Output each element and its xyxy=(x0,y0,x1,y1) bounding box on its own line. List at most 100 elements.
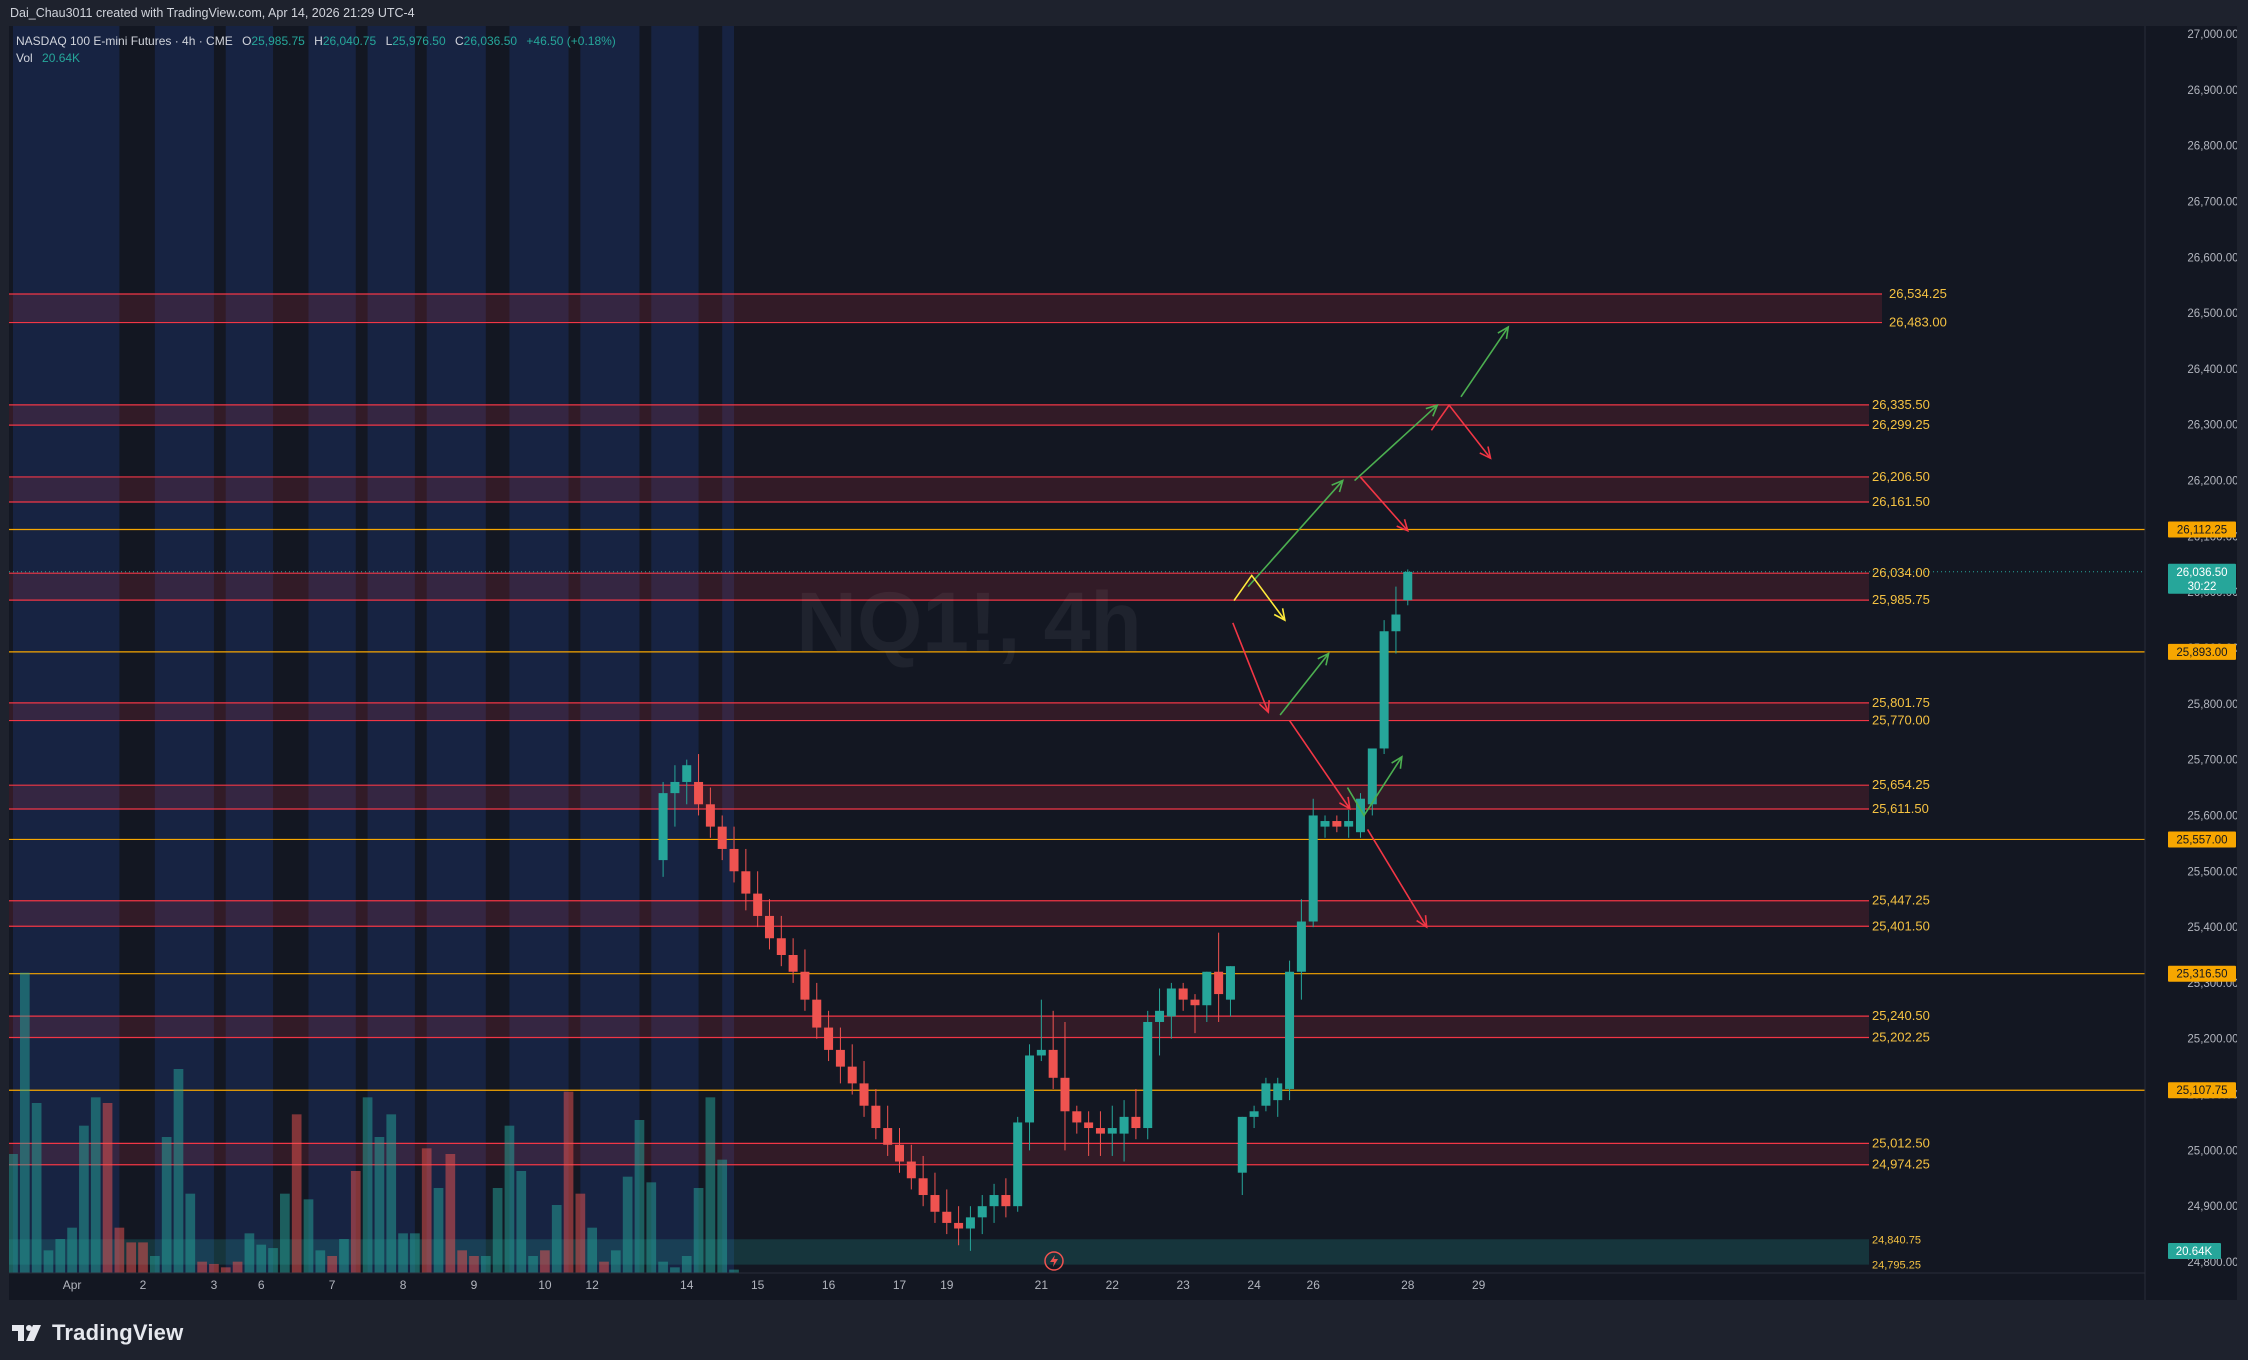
projection-arrow-head xyxy=(1258,700,1270,714)
volume-bar xyxy=(173,1069,184,1273)
candle-body xyxy=(1060,1077,1070,1112)
resistance-zone xyxy=(9,1016,1869,1038)
time-axis-tick: 26 xyxy=(1307,1278,1321,1292)
zone-bottom-label: 24,974.25 xyxy=(1872,1157,1930,1172)
volume-bar xyxy=(374,1137,385,1273)
price-axis-tick: 26,800.00 xyxy=(2187,141,2237,153)
price-axis-tick: 26,500.00 xyxy=(2187,308,2237,320)
key-level-tag-label: 25,557.00 xyxy=(2176,834,2227,846)
volume-bars xyxy=(9,972,739,1273)
volume-bar xyxy=(232,1261,243,1273)
tradingview-logo-icon xyxy=(12,1325,41,1341)
resistance-zone xyxy=(9,900,1869,927)
replay-icon[interactable] xyxy=(1044,1251,1064,1271)
volume-bar xyxy=(410,1233,420,1273)
resistance-zone xyxy=(9,404,1869,426)
legend-close-label: C xyxy=(455,34,464,48)
key-level-tag-label: 25,107.75 xyxy=(2176,1085,2227,1097)
projection-arrow-head xyxy=(1416,915,1428,929)
levels-layer xyxy=(9,528,2145,1091)
volume-bar xyxy=(291,1114,302,1273)
price-axis-tick: 25,700.00 xyxy=(2187,755,2237,767)
candle-body xyxy=(1355,798,1365,833)
volume-bar xyxy=(161,1137,172,1273)
candle-body xyxy=(729,848,739,872)
time-axis-tick: 28 xyxy=(1401,1278,1415,1292)
volume-bar xyxy=(658,1261,668,1273)
candle-body xyxy=(871,1105,881,1129)
legend-change: +46.50 (+0.18%) xyxy=(526,34,615,48)
watermark: NQ1!, 4h xyxy=(796,575,1141,669)
candle-body xyxy=(1403,571,1413,601)
key-level-tag xyxy=(2168,965,2236,982)
candle-body xyxy=(930,1195,940,1212)
volume-bar xyxy=(149,1256,160,1273)
candle-body xyxy=(918,1178,928,1196)
volume-bar xyxy=(480,1256,491,1273)
projection-arrow-line xyxy=(1247,480,1344,588)
session-stripe xyxy=(426,26,486,1273)
candle-body xyxy=(1119,1116,1129,1134)
session-stripe xyxy=(722,26,735,1273)
candle-body xyxy=(1001,1195,1011,1207)
price-axis-tick: 25,200.00 xyxy=(2187,1034,2237,1046)
svg-text:Vol 20.64K: Vol 20.64K xyxy=(16,51,80,65)
time-axis[interactable]: Apr 2 3 6 7 8 9 10 12 14 15 16 17 19 21 22 23 24 26 28 29 xyxy=(63,1278,1486,1292)
candle-body xyxy=(1367,748,1377,805)
key-level-tag-label: 25,893.00 xyxy=(2176,647,2227,659)
projection-arrow-head xyxy=(1425,403,1439,417)
last-price-tag xyxy=(2168,563,2236,594)
time-axis-tick: 29 xyxy=(1472,1278,1486,1292)
volume-bar xyxy=(551,1205,562,1273)
projection-arrow-line xyxy=(1366,828,1428,928)
volume-bar xyxy=(67,1227,77,1273)
legend-open-label: O xyxy=(242,34,251,48)
volume-bar xyxy=(575,1193,586,1273)
candle-body xyxy=(1249,1111,1259,1117)
volume-bar xyxy=(256,1244,267,1273)
time-axis-tick: 14 xyxy=(680,1278,694,1292)
attribution-text: Dai_Chau3011 created with TradingView.co… xyxy=(10,6,415,20)
volume-bar xyxy=(504,1125,515,1273)
volume-bar xyxy=(670,1267,680,1273)
candle-body xyxy=(1095,1128,1105,1134)
support-zone-top-label: 24,840.75 xyxy=(1872,1234,1921,1246)
candle-body xyxy=(835,1049,845,1067)
volume-bar xyxy=(717,1159,728,1273)
candle-body xyxy=(1072,1111,1082,1123)
time-axis-tick: 19 xyxy=(940,1278,954,1292)
time-axis-tick: 17 xyxy=(893,1278,907,1292)
time-axis-tick: 24 xyxy=(1247,1278,1261,1292)
zone-top-label: 26,034.00 xyxy=(1872,565,1930,580)
candle-body xyxy=(812,999,822,1028)
candle-body xyxy=(1296,921,1306,972)
volume-bar xyxy=(102,1103,113,1273)
volume-bar xyxy=(55,1239,66,1273)
svg-text:NASDAQ 100 E-mini Futures · 4h: NASDAQ 100 E-mini Futures · 4h · CME O25… xyxy=(16,34,616,48)
key-level-tag-label: 26,112.25 xyxy=(2177,525,2227,537)
projection-arrow-line xyxy=(1288,720,1351,810)
zone-labels: 26,534.25 26,483.00 26,335.50 26,299.25 26,2… xyxy=(1872,286,1947,1272)
legend-vol: 20.64K xyxy=(42,51,80,65)
volume-bar xyxy=(729,1269,739,1273)
volume-bar xyxy=(421,1148,432,1273)
resistance-zone xyxy=(9,573,1869,601)
zone-top-label: 25,447.25 xyxy=(1872,893,1930,908)
time-axis-tick: 2 xyxy=(140,1278,147,1292)
projection-arrow-head xyxy=(1391,755,1403,769)
price-axis-tick: 25,600.00 xyxy=(2187,810,2237,822)
chart-area[interactable]: NQ1!, 4h 26,534.25 26,483.00 26,335.50 26,2… xyxy=(9,26,2237,1300)
time-axis-tick: 15 xyxy=(751,1278,765,1292)
volume-bar xyxy=(209,1263,219,1273)
candle-body xyxy=(1131,1116,1141,1129)
candle-body xyxy=(1013,1122,1023,1207)
candle-body xyxy=(717,826,727,849)
candle-body xyxy=(800,971,810,1000)
time-axis-tick: 9 xyxy=(471,1278,478,1292)
candle-body xyxy=(989,1195,999,1207)
projection-arrows xyxy=(1232,325,1510,929)
candle-body xyxy=(1225,966,1235,1000)
tradingview-logo[interactable]: TradingView xyxy=(12,1320,183,1346)
session-stripe xyxy=(225,26,274,1273)
legend-open: 25,985.75 xyxy=(251,34,305,48)
